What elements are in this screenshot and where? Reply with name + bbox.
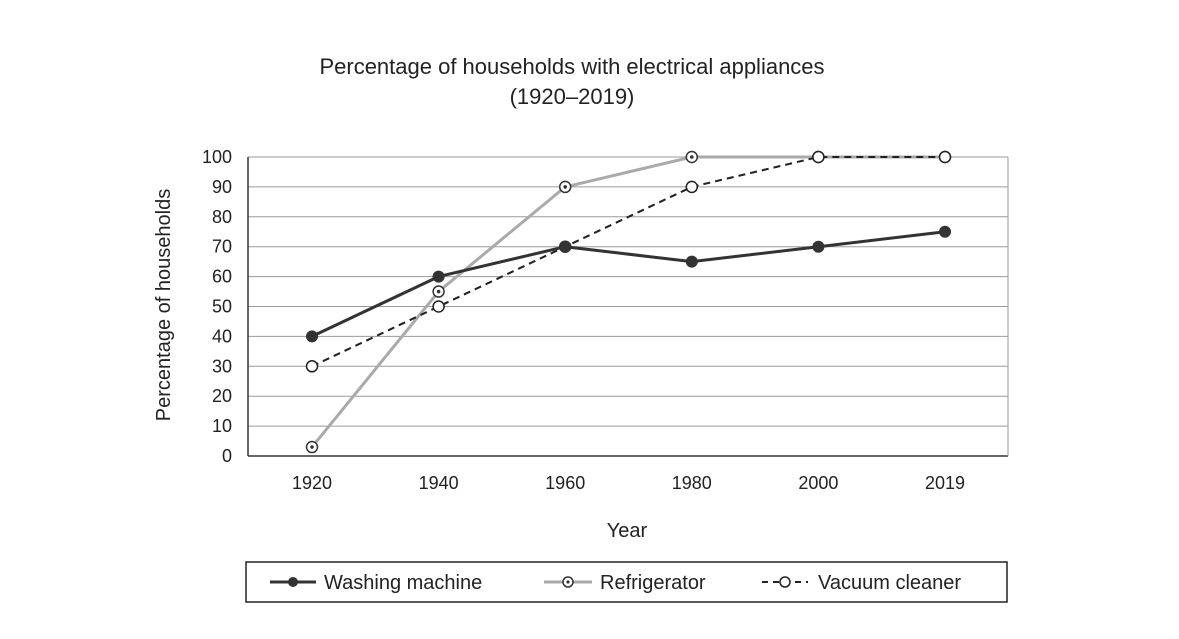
- series-layer: [305, 150, 952, 454]
- y-tick-label: 30: [212, 356, 232, 376]
- x-tick-label: 2019: [925, 473, 965, 493]
- y-tick-label: 50: [212, 297, 232, 317]
- x-tick-label: 1940: [419, 473, 459, 493]
- chart-title: Percentage of households with electrical…: [319, 54, 824, 79]
- y-tick-label: 60: [212, 267, 232, 287]
- x-axis-label: Year: [607, 520, 648, 542]
- y-tick-labels: 0 10 20 30 40 50 60 70 80 90 100: [202, 147, 232, 466]
- y-tick-label: 0: [222, 446, 232, 466]
- series-line-washing-machine: [311, 230, 946, 338]
- point-vacuum-cleaner: [432, 300, 445, 313]
- chart-subtitle: (1920–2019): [510, 84, 635, 109]
- y-tick-label: 20: [212, 386, 232, 406]
- point-center-refrigerator: [310, 445, 314, 449]
- x-tick-label: 2000: [798, 473, 838, 493]
- point-vacuum-cleaner: [812, 150, 825, 164]
- series-line-vacuum-cleaner: [311, 156, 945, 368]
- point-vacuum-cleaner: [305, 360, 319, 373]
- point-center-refrigerator: [436, 289, 441, 294]
- point-center-refrigerator: [690, 155, 694, 159]
- series-line-refrigerator: [310, 155, 945, 448]
- point-washing-machine: [432, 270, 445, 283]
- legend-marker-refrigerator-dot: [566, 580, 570, 584]
- x-tick-label: 1960: [545, 473, 585, 493]
- y-tick-label: 90: [212, 177, 232, 197]
- legend: Washing machine Refrigerator Vacuum clea…: [245, 561, 1008, 603]
- y-tick-label: 40: [212, 326, 232, 346]
- grid-lines: [247, 156, 1009, 457]
- legend-box: [245, 561, 1008, 603]
- legend-marker-washing-machine: [288, 577, 298, 587]
- y-axis-label: Percentage of households: [153, 189, 175, 421]
- point-vacuum-cleaner: [685, 180, 699, 194]
- x-tick-labels: 1920 1940 1960 1980 2000 2019: [292, 473, 965, 493]
- y-tick-label: 100: [202, 147, 232, 167]
- y-tick-label: 80: [212, 207, 232, 227]
- legend-marker-vacuum-cleaner: [779, 576, 791, 588]
- point-washing-machine: [685, 255, 698, 268]
- point-washing-machine: [939, 225, 951, 238]
- x-tick-label: 1980: [672, 473, 712, 493]
- point-washing-machine: [812, 240, 825, 253]
- point-washing-machine: [306, 330, 318, 343]
- legend-label-washing-machine: Washing machine: [324, 572, 482, 594]
- legend-label-vacuum-cleaner: Vacuum cleaner: [818, 572, 961, 594]
- point-washing-machine: [559, 240, 572, 253]
- point-center-refrigerator: [563, 185, 567, 189]
- y-tick-label: 10: [212, 416, 232, 436]
- point-vacuum-cleaner: [938, 150, 952, 164]
- x-tick-label: 1920: [292, 473, 332, 493]
- y-tick-label: 70: [212, 237, 232, 257]
- legend-label-refrigerator: Refrigerator: [600, 572, 706, 594]
